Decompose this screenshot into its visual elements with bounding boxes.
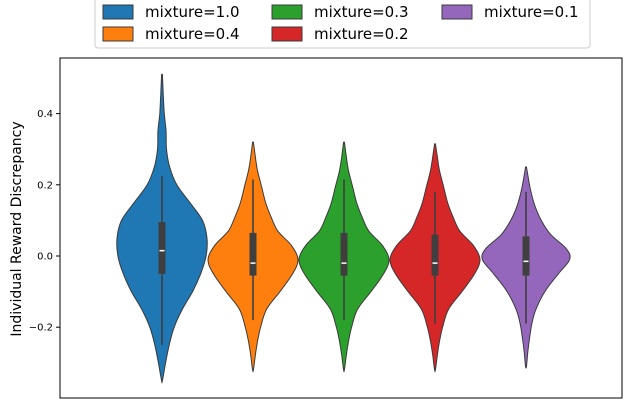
y-axis: −0.2 0.0 0.2 0.4 (29, 109, 60, 334)
plot-area (59, 57, 623, 399)
violin-mixture=0.3 (298, 141, 390, 373)
violin-iqr-box (249, 232, 257, 276)
violin-iqr-box (522, 236, 530, 276)
legend-label: mixture=0.2 (314, 25, 409, 43)
y-tick-label: 0.2 (37, 180, 53, 191)
violin-mixture=1.0 (116, 73, 208, 384)
legend-swatch (271, 4, 303, 20)
legend-swatch (441, 4, 473, 20)
y-tick-label: 0.0 (37, 252, 53, 263)
violin-iqr-box (340, 232, 348, 276)
violin-iqr-box (158, 222, 166, 274)
legend-label: mixture=0.4 (145, 25, 240, 43)
violin-mixture=0.4 (207, 141, 299, 373)
violin-mixture=0.2 (389, 143, 481, 373)
legend: mixture=1.0 mixture=0.3 mixture=0.1 mixture… (94, 0, 591, 49)
legend-swatch (102, 4, 134, 20)
y-tick-label: −0.2 (29, 323, 53, 334)
legend-label: mixture=0.3 (314, 3, 409, 21)
violin-iqr-box (431, 234, 439, 276)
violin-mixture=0.1 (481, 166, 571, 369)
legend-label: mixture=1.0 (145, 3, 240, 21)
legend-swatch (102, 26, 134, 42)
y-tick-label: 0.4 (37, 109, 53, 120)
legend-swatch (271, 26, 303, 42)
y-axis-label: Individual Reward Discrepancy (9, 121, 25, 336)
legend-label: mixture=0.1 (484, 3, 579, 21)
axes-frame (59, 57, 623, 399)
